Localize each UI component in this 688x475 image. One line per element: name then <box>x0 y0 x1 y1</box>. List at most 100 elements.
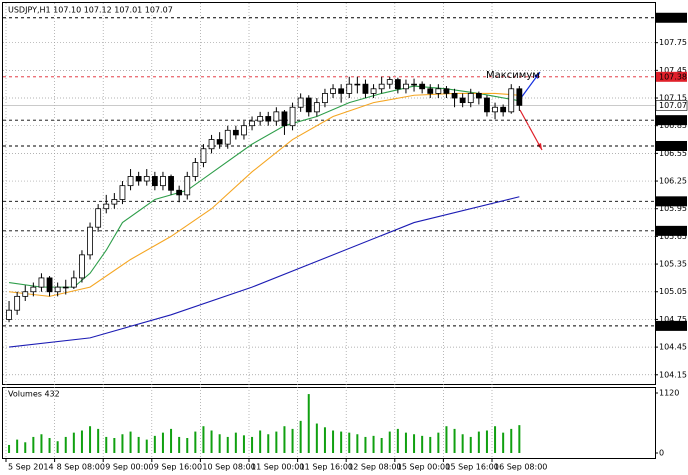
candle-body <box>62 286 69 289</box>
y-tick-label: 105.95 <box>659 204 687 213</box>
volume-bar <box>413 434 416 453</box>
volume-bar <box>259 430 262 453</box>
y-tick-label: 104.75 <box>659 315 687 324</box>
current-price-label: 107.07 <box>659 101 687 110</box>
volume-bar <box>502 432 505 453</box>
volume-bar <box>186 438 189 453</box>
volume-bar <box>234 432 237 453</box>
level-label-box <box>656 12 687 23</box>
down-arrow <box>519 109 543 151</box>
candle-body <box>362 83 369 94</box>
candle-body <box>508 88 515 113</box>
current-price-box <box>655 100 688 111</box>
volume-bar <box>323 427 326 453</box>
volume-bar <box>48 438 51 453</box>
candle-body <box>459 97 466 104</box>
volume-bar <box>364 436 367 453</box>
volume-bar <box>461 434 464 453</box>
volume-bar <box>445 426 448 453</box>
volume-bar <box>340 431 343 453</box>
volume-bar <box>194 431 197 453</box>
y-tick-label: 105.05 <box>659 287 687 296</box>
volume-bar <box>315 423 318 453</box>
candle-body <box>411 83 417 86</box>
volume-bar <box>251 436 254 453</box>
candle-body <box>46 277 53 293</box>
volume-bar <box>202 426 205 453</box>
level-label-box <box>656 225 687 236</box>
volume-bar <box>291 428 294 453</box>
main-frame <box>2 2 656 385</box>
volume-bar <box>105 436 108 453</box>
volume-bar <box>299 420 302 453</box>
candle-body <box>427 88 434 94</box>
candle-body <box>484 97 490 113</box>
x-tick-label: 11 Sep 16:00 <box>300 463 353 472</box>
volume-bar <box>97 428 100 453</box>
candle-body <box>273 111 280 122</box>
y-tick-label: 106.55 <box>659 149 687 158</box>
volume-bar <box>40 434 43 453</box>
volume-bar <box>469 436 472 453</box>
level-label: 104.68 <box>659 321 687 330</box>
y-tick-label: 107.15 <box>659 94 687 103</box>
level-label: 106.91 <box>659 116 687 125</box>
y-tick-label: 106.25 <box>659 177 687 186</box>
x-tick-label: 8 Sep 08:00 <box>57 463 105 472</box>
candle-body <box>467 93 474 104</box>
volume-bar <box>89 426 92 453</box>
candle-body <box>241 125 247 136</box>
candle-body <box>143 176 150 182</box>
volume-bar <box>218 434 221 453</box>
y-tick-label: 104.45 <box>659 343 687 352</box>
volume-bar <box>453 428 456 453</box>
candle-body <box>184 176 191 196</box>
y-tick-label: 106.85 <box>659 121 687 130</box>
volume-frame <box>2 387 656 459</box>
volume-bar <box>153 435 156 453</box>
candle-body <box>176 189 183 196</box>
level-label-box <box>656 71 687 82</box>
candle-body <box>313 102 320 113</box>
level-label-box <box>656 320 687 331</box>
volume-bar <box>16 439 19 453</box>
candle-body <box>14 295 21 311</box>
candle-body <box>224 129 231 145</box>
volume-bar <box>137 436 140 453</box>
volume-bar <box>518 425 521 453</box>
volume-bar <box>226 436 229 453</box>
volume-bar <box>267 434 270 453</box>
volume-bar <box>404 432 407 453</box>
volume-bar <box>170 428 173 453</box>
volume-bar <box>32 436 35 453</box>
candle-body <box>168 176 174 191</box>
volume-bar <box>178 436 181 453</box>
volume-bar <box>372 435 375 453</box>
volume-bar <box>396 428 399 453</box>
x-tick-label: 15 Sep 00:00 <box>397 463 450 472</box>
volume-tick-label: 0 <box>659 449 664 458</box>
candle-body <box>22 291 29 297</box>
candle-body <box>516 88 523 106</box>
volume-bar <box>210 430 213 453</box>
x-tick-label: 11 Sep 00:00 <box>251 463 304 472</box>
volume-bar <box>485 430 488 453</box>
candle-body <box>30 286 37 293</box>
candle-body <box>370 88 377 94</box>
candle-body <box>443 88 450 94</box>
level-label-box <box>656 196 687 207</box>
volume-bar <box>380 438 383 453</box>
candle-body <box>87 226 93 256</box>
y-tick-label: 107.45 <box>659 66 687 75</box>
moving-average <box>8 196 520 348</box>
volume-bar <box>242 435 245 453</box>
candle-body <box>297 97 304 108</box>
volume-bar <box>283 426 286 453</box>
candle-body <box>322 93 328 104</box>
volume-bar <box>64 436 67 453</box>
volume-bar <box>429 436 432 453</box>
x-tick-label: 15 Sep 16:00 <box>445 463 498 472</box>
volume-bar <box>494 426 497 453</box>
annotation: Максимум <box>486 70 540 81</box>
